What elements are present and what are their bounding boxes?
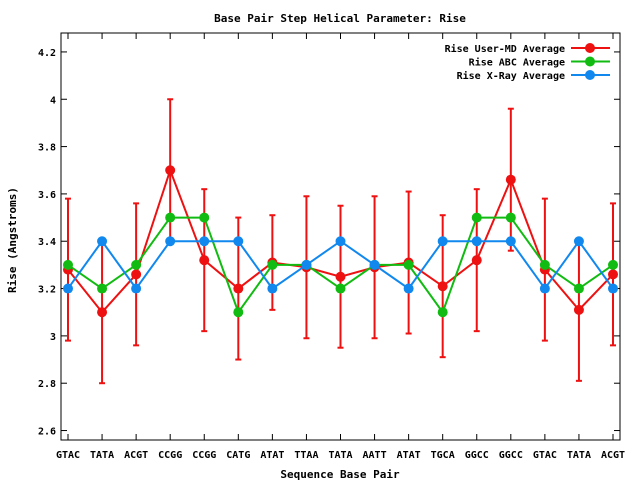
data-point <box>573 304 584 315</box>
y-tick-label: 3.2 <box>38 285 56 296</box>
y-tick-label: 2.6 <box>38 427 56 438</box>
data-point <box>471 212 482 223</box>
data-point <box>573 283 584 294</box>
legend-swatch-marker <box>585 56 595 67</box>
x-tick-label: TATA <box>90 450 114 461</box>
data-point <box>131 283 142 294</box>
x-tick-label: TGCA <box>431 450 455 461</box>
x-tick-label: GGCC <box>465 450 489 461</box>
x-tick-label: TTAA <box>294 450 318 461</box>
data-point <box>608 259 618 270</box>
x-tick-label: AATT <box>363 450 387 461</box>
y-tick-label: 4.2 <box>38 48 56 59</box>
data-point <box>437 236 448 247</box>
x-tick-label: ACGT <box>124 450 148 461</box>
chart-title: Base Pair Step Helical Parameter: Rise <box>214 12 466 25</box>
data-point <box>63 283 73 294</box>
data-point <box>165 212 176 223</box>
y-tick-label: 3.4 <box>38 237 56 248</box>
data-point <box>199 212 210 223</box>
y-tick-label: 3.8 <box>38 143 56 154</box>
data-point <box>233 236 244 247</box>
y-axis-label: Rise (Angstroms) <box>6 187 19 293</box>
data-point <box>369 259 380 270</box>
y-tick-label: 3 <box>50 332 56 343</box>
legend-swatch-marker <box>585 43 595 53</box>
x-tick-label: ACGT <box>601 450 625 461</box>
data-point <box>437 281 448 292</box>
data-point <box>573 236 584 247</box>
series-2 <box>63 212 618 318</box>
data-point <box>403 283 414 294</box>
y-tick-label: 2.8 <box>38 379 56 390</box>
legend-entry-label: Rise User-MD Average <box>445 43 565 55</box>
x-tick-label: GTAC <box>56 450 80 461</box>
series-3 <box>63 236 618 294</box>
data-point <box>267 259 278 270</box>
x-tick-label: TATA <box>567 450 591 461</box>
data-point <box>471 255 482 266</box>
legend-swatch-marker <box>585 70 595 80</box>
data-point <box>199 255 210 266</box>
y-tick-label: 4 <box>50 95 56 106</box>
data-point <box>335 236 346 247</box>
data-point <box>335 271 346 282</box>
x-tick-label: GTAC <box>533 450 557 461</box>
data-point <box>301 259 312 270</box>
x-tick-label: ATAT <box>397 450 421 461</box>
data-point <box>608 269 618 280</box>
data-point <box>539 259 550 270</box>
data-point <box>505 236 516 247</box>
data-point <box>97 307 108 318</box>
x-tick-label: CCGG <box>192 450 216 461</box>
data-point <box>437 307 448 318</box>
y-tick-label: 3.6 <box>38 190 56 201</box>
data-point <box>505 174 516 185</box>
data-point <box>97 283 108 294</box>
data-point <box>403 259 414 270</box>
legend-entry-label: Rise ABC Average <box>469 57 565 69</box>
data-point <box>131 259 142 270</box>
data-point <box>608 283 618 294</box>
data-point <box>539 283 550 294</box>
data-point <box>165 165 176 176</box>
data-point <box>131 269 142 280</box>
data-point <box>199 236 210 247</box>
x-tick-label: ATAT <box>260 450 284 461</box>
data-point <box>63 259 73 270</box>
data-point <box>97 236 108 247</box>
x-tick-label: CATG <box>226 450 250 461</box>
data-point <box>335 283 346 294</box>
data-point <box>165 236 176 247</box>
x-tick-label: GGCC <box>499 450 523 461</box>
data-point <box>233 307 244 318</box>
data-point <box>267 283 278 294</box>
data-point <box>471 236 482 247</box>
x-tick-label: CCGG <box>158 450 182 461</box>
x-axis-label: Sequence Base Pair <box>280 468 400 480</box>
data-point <box>233 283 244 294</box>
legend-entry-label: Rise X-Ray Average <box>457 70 565 82</box>
data-point <box>505 212 516 223</box>
x-tick-label: TATA <box>328 450 352 461</box>
